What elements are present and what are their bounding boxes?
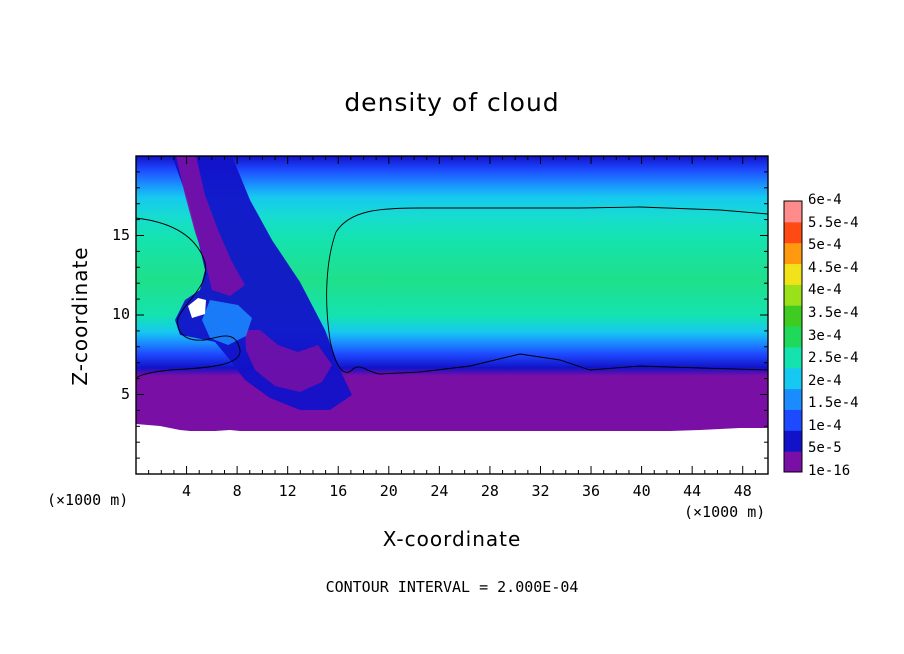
- x-tick-label: 36: [582, 482, 601, 500]
- colorbar-label: 4e-4: [808, 282, 842, 299]
- colorbar-swatch: [784, 346, 802, 369]
- colorbar-label: 1e-4: [808, 417, 842, 434]
- plume-violet-lower: [245, 330, 332, 392]
- x-axis-label: X-coordinate: [382, 527, 522, 551]
- x-tick-label: 28: [480, 482, 499, 500]
- heatmap-plot-area: [136, 156, 768, 474]
- plume-violet-core: [176, 156, 245, 296]
- cloud-base-ragged-edge: [136, 416, 768, 431]
- x-tick-label: 12: [278, 482, 297, 500]
- colorbar-swatch: [784, 367, 802, 390]
- plume-blue-region: [172, 156, 352, 410]
- y-axis-unit: (×1000 m): [47, 491, 129, 509]
- colorbar-swatch: [784, 221, 802, 244]
- x-tick-label: 44: [683, 482, 702, 500]
- axis-ticks: [136, 156, 768, 474]
- x-tick-label: 4: [182, 482, 192, 500]
- colorbar-label: 3e-4: [808, 327, 842, 344]
- colorbar-swatch: [784, 201, 802, 223]
- colorbar-label: 1.5e-4: [808, 395, 859, 412]
- x-tick-label: 8: [232, 482, 242, 500]
- colorbar-swatch: [784, 284, 802, 306]
- plume-hole: [188, 298, 206, 318]
- y-axis-label: Z-coordinate: [68, 246, 92, 386]
- x-axis-unit: (×1000 m): [684, 503, 766, 521]
- cloud-below-base-white: [136, 424, 768, 474]
- colorbar-label: 5.5e-4: [808, 214, 859, 231]
- colorbar-swatch: [784, 263, 802, 285]
- colorbar-label: 4.5e-4: [808, 259, 859, 276]
- colorbar-label: 5e-4: [808, 237, 842, 254]
- y-tick-label: 15: [111, 225, 130, 244]
- x-tick-label: 40: [632, 482, 651, 500]
- colorbar-label: 1e-16: [808, 463, 851, 479]
- colorbar-label: 2e-4: [808, 372, 842, 389]
- colorbar-label: 2.5e-4: [808, 350, 859, 367]
- x-tick-label: 32: [531, 482, 550, 500]
- contour-interval-note: CONTOUR INTERVAL = 2.000E-04: [325, 578, 579, 596]
- colorbar-label: 3.5e-4: [808, 304, 859, 321]
- colorbar-swatch: [784, 409, 802, 431]
- contour-line-outer: [136, 217, 241, 379]
- x-tick-label: 20: [379, 482, 398, 500]
- colorbar-label: 5e-5: [808, 440, 842, 457]
- x-tick-label: 48: [733, 482, 752, 500]
- colorbar-label: 6e-4: [808, 192, 842, 208]
- contour-line-main-lower: [326, 231, 768, 375]
- colorbar-swatch: [784, 451, 802, 473]
- colorbar: [783, 200, 803, 473]
- colorbar-swatch: [784, 388, 802, 410]
- x-tick-label: 16: [329, 482, 348, 500]
- colorbar-swatch: [784, 242, 802, 265]
- contour-line-main: [335, 206, 768, 233]
- x-tick-label: 24: [430, 482, 449, 500]
- colorbar-swatch: [784, 430, 802, 452]
- colorbar-frame: [783, 200, 803, 473]
- plume-light-blue-swirl: [202, 300, 252, 345]
- colorbar-swatch: [784, 326, 802, 348]
- y-tick-label: 5: [120, 384, 130, 403]
- colorbar-swatch: [784, 305, 802, 327]
- chart-title: density of cloud: [344, 88, 560, 117]
- y-tick-label: 10: [111, 305, 130, 323]
